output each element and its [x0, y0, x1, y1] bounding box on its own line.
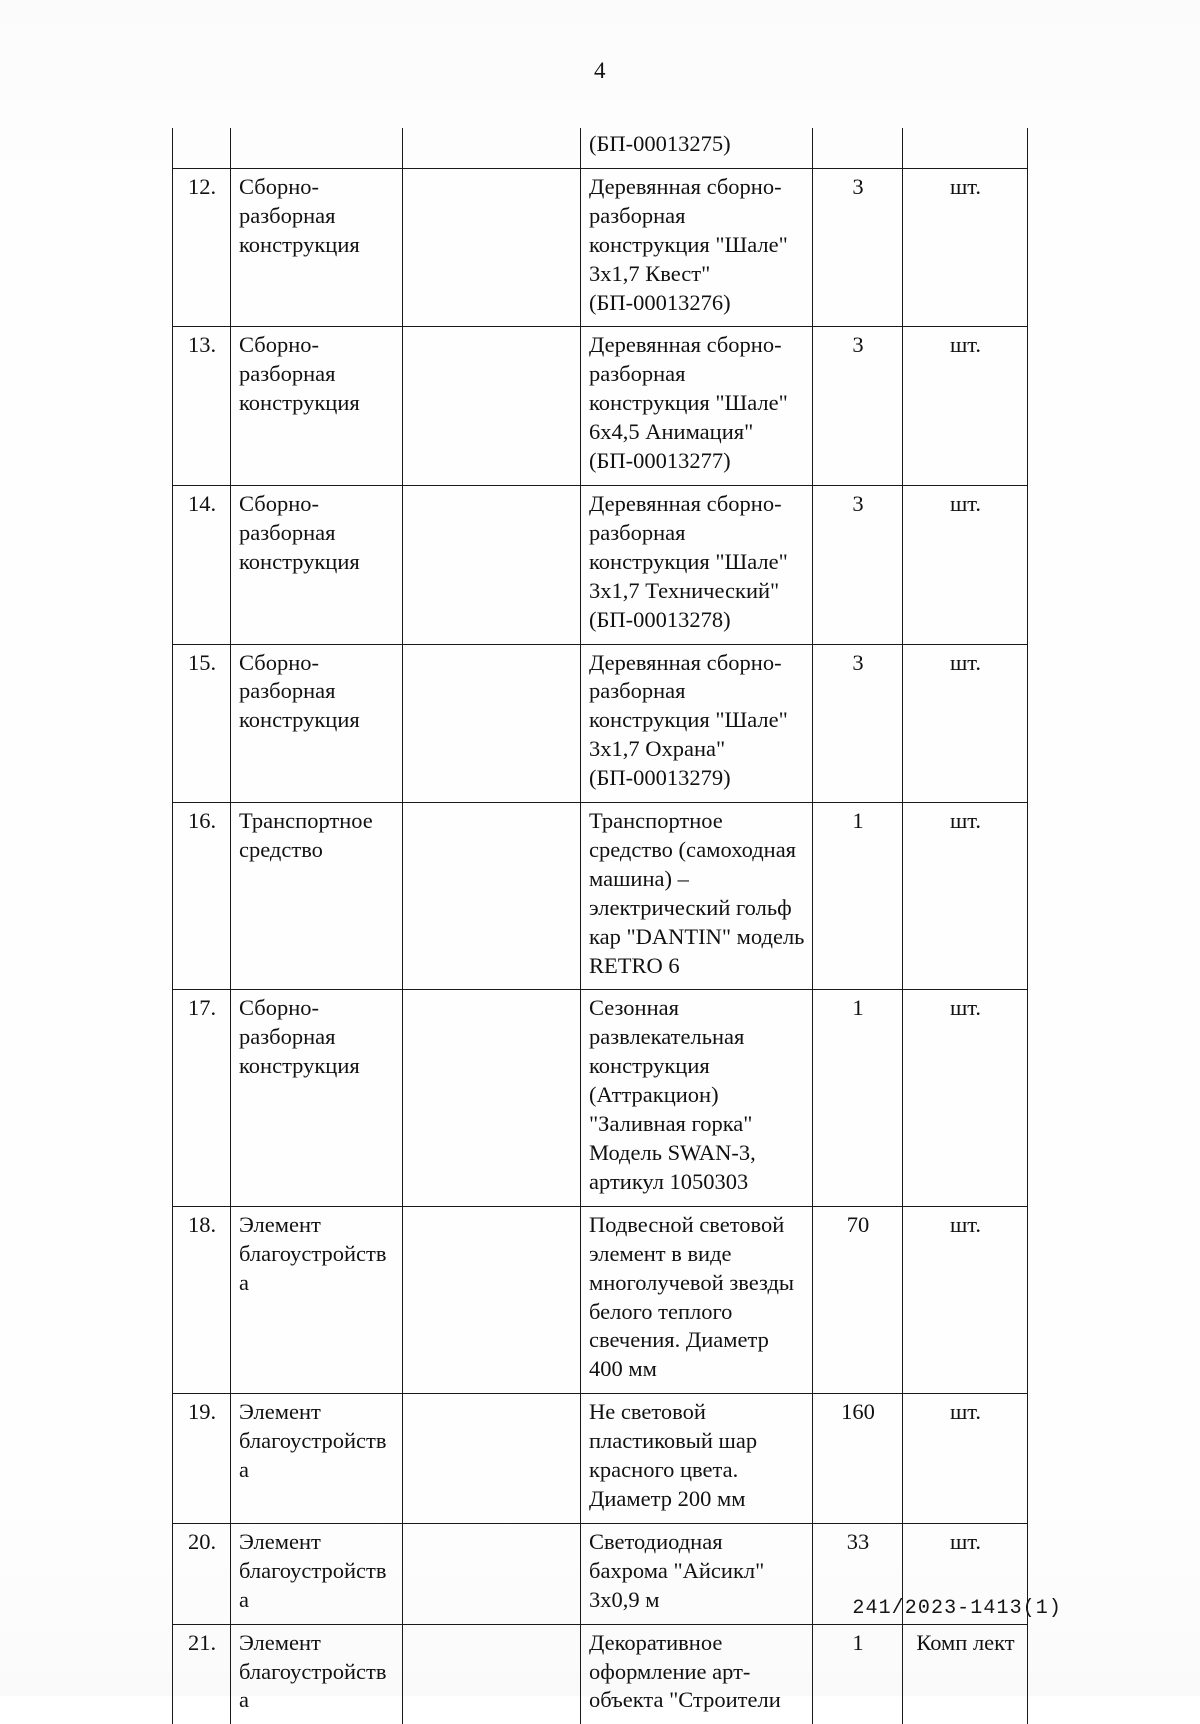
- cell-number: [172, 128, 231, 169]
- table-row: 20. Элемент благоустройства Светодиодная…: [172, 1522, 1028, 1625]
- cell-name: Сборно-разборная конструкция: [230, 643, 403, 804]
- cell-description: Деревянная сборно-разборная конструкция …: [580, 484, 813, 645]
- cell-unit: Комп лект: [902, 1623, 1028, 1724]
- cell-number: 18.: [172, 1205, 231, 1395]
- cell-blank: [402, 128, 581, 169]
- cell-unit: [902, 128, 1028, 169]
- table-row: 19. Элемент благоустройства Не световой …: [172, 1393, 1028, 1524]
- cell-name: Транспортное средство: [230, 802, 403, 991]
- cell-name: [230, 128, 403, 169]
- cell-blank: [402, 643, 581, 804]
- table-row: 17. Сборно-разборная конструкция Сезонна…: [172, 989, 1028, 1207]
- table-row-continuation: (БП-00013275): [172, 128, 1028, 169]
- property-inventory-table-wrapper: (БП-00013275) 12. Сборно-разборная конст…: [172, 128, 1028, 1724]
- cell-quantity: 3: [812, 326, 903, 486]
- cell-quantity: 33: [812, 1522, 903, 1625]
- cell-name: Элемент благоустройства: [230, 1205, 403, 1395]
- cell-description: Декоративное оформление арт-объекта "Стр…: [580, 1623, 813, 1724]
- cell-blank: [402, 1522, 581, 1625]
- cell-unit: шт.: [902, 1393, 1028, 1524]
- cell-unit: шт.: [902, 167, 1028, 328]
- cell-quantity: 3: [812, 484, 903, 645]
- cell-description: Подвесной световой элемент в виде многол…: [580, 1205, 813, 1395]
- cell-quantity: 1: [812, 1623, 903, 1724]
- cell-blank: [402, 1205, 581, 1395]
- cell-number: 13.: [172, 326, 231, 486]
- cell-quantity: 3: [812, 643, 903, 804]
- cell-number: 20.: [172, 1522, 231, 1625]
- cell-unit: шт.: [902, 326, 1028, 486]
- cell-name: Сборно-разборная конструкция: [230, 484, 403, 645]
- table-row: 15. Сборно-разборная конструкция Деревян…: [172, 643, 1028, 804]
- cell-description: Деревянная сборно-разборная конструкция …: [580, 326, 813, 486]
- table-row: 18. Элемент благоустройства Подвесной св…: [172, 1205, 1028, 1395]
- table-row: 12. Сборно-разборная конструкция Деревян…: [172, 167, 1028, 328]
- cell-number: 15.: [172, 643, 231, 804]
- cell-number: 17.: [172, 989, 231, 1207]
- cell-number: 16.: [172, 802, 231, 991]
- cell-unit: шт.: [902, 643, 1028, 804]
- cell-number: 12.: [172, 167, 231, 328]
- cell-description: Светодиодная бахрома "Айсикл" 3х0,9 м: [580, 1522, 813, 1625]
- cell-description: Деревянная сборно-разборная конструкция …: [580, 643, 813, 804]
- cell-unit: шт.: [902, 802, 1028, 991]
- cell-blank: [402, 1623, 581, 1724]
- table-row: 14. Сборно-разборная конструкция Деревян…: [172, 484, 1028, 645]
- table-body: (БП-00013275) 12. Сборно-разборная конст…: [172, 128, 1028, 1724]
- cell-description: (БП-00013275): [580, 128, 813, 169]
- cell-description: Сезонная развлекательная конструкция (Ат…: [580, 989, 813, 1207]
- cell-blank: [402, 484, 581, 645]
- cell-unit: шт.: [902, 1205, 1028, 1395]
- cell-quantity: 3: [812, 167, 903, 328]
- cell-name: Элемент благоустройства: [230, 1522, 403, 1625]
- cell-unit: шт.: [902, 1522, 1028, 1625]
- cell-blank: [402, 326, 581, 486]
- cell-number: 21.: [172, 1623, 231, 1724]
- cell-name: Сборно-разборная конструкция: [230, 989, 403, 1207]
- cell-blank: [402, 1393, 581, 1524]
- cell-name: Элемент благоустройства: [230, 1393, 403, 1524]
- page-number: 4: [594, 58, 606, 83]
- cell-blank: [402, 167, 581, 328]
- cell-name: Сборно-разборная конструкция: [230, 326, 403, 486]
- cell-quantity: 70: [812, 1205, 903, 1395]
- cell-unit: шт.: [902, 484, 1028, 645]
- cell-unit: шт.: [902, 989, 1028, 1207]
- cell-quantity: 1: [812, 989, 903, 1207]
- cell-description: Деревянная сборно-разборная конструкция …: [580, 167, 813, 328]
- cell-description: Транспортное средство (самоходная машина…: [580, 802, 813, 991]
- table-row: 13. Сборно-разборная конструкция Деревян…: [172, 326, 1028, 486]
- cell-quantity: [812, 128, 903, 169]
- table-row: 21. Элемент благоустройства Декоративное…: [172, 1623, 1028, 1724]
- document-footer-code: 241/2023-1413(1): [852, 1597, 1062, 1620]
- cell-blank: [402, 802, 581, 991]
- cell-description: Не световой пластиковый шар красного цве…: [580, 1393, 813, 1524]
- cell-quantity: 160: [812, 1393, 903, 1524]
- cell-name: Элемент благоустройства: [230, 1623, 403, 1724]
- cell-number: 19.: [172, 1393, 231, 1524]
- property-inventory-table: (БП-00013275) 12. Сборно-разборная конст…: [172, 128, 1028, 1724]
- table-row: 16. Транспортное средство Транспортное с…: [172, 802, 1028, 991]
- cell-number: 14.: [172, 484, 231, 645]
- cell-blank: [402, 989, 581, 1207]
- cell-quantity: 1: [812, 802, 903, 991]
- cell-name: Сборно-разборная конструкция: [230, 167, 403, 328]
